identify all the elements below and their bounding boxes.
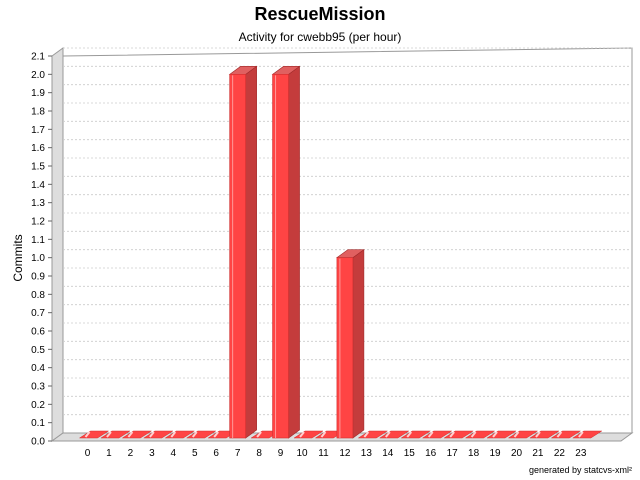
bar-side	[288, 65, 300, 439]
bar-highlight	[385, 431, 391, 438]
y-tick-label: 0.7	[31, 308, 45, 319]
bar-highlight	[556, 431, 563, 438]
bar-highlight	[406, 431, 413, 438]
y-tick-label: 0.0	[31, 437, 45, 448]
bar-highlight	[191, 431, 198, 438]
x-tick-label: 6	[213, 448, 219, 459]
x-tick-label: 2	[128, 448, 134, 459]
y-tick-label: 1.4	[31, 180, 45, 191]
y-tick-label: 0.1	[31, 418, 45, 429]
bar-highlight	[427, 431, 434, 438]
bar-side	[352, 249, 365, 439]
bar-highlight	[106, 431, 112, 438]
bar	[272, 74, 289, 439]
x-tick-label: 9	[278, 448, 284, 459]
x-tick-label: 23	[575, 448, 587, 459]
x-tick-label: 20	[511, 448, 523, 459]
x-tick-label: 17	[447, 448, 459, 459]
bar-highlight	[449, 431, 455, 438]
x-tick-label: 4	[171, 448, 177, 459]
y-tick-label: 2.0	[31, 70, 45, 81]
y-tick-label: 1.5	[31, 162, 45, 173]
x-tick-label: 18	[468, 448, 480, 459]
x-tick-label: 3	[149, 448, 155, 459]
x-tick-label: 12	[339, 448, 351, 459]
y-tick-label: 1.0	[31, 253, 45, 264]
bar-highlight	[578, 431, 584, 438]
bars	[78, 65, 603, 439]
x-tick-label: 19	[489, 448, 501, 459]
left-wall	[51, 47, 64, 442]
y-tick-label: 1.8	[31, 107, 45, 118]
y-tick-label: 1.9	[31, 88, 45, 99]
x-tick-label: 13	[361, 448, 373, 459]
bar-highlight	[84, 431, 91, 438]
y-tick-label: 1.7	[31, 125, 45, 136]
y-tick-label: 1.1	[31, 235, 45, 246]
chart-title: RescueMission	[254, 4, 386, 24]
footer-credit: generated by statcvs-xml²	[528, 465, 632, 475]
y-axis-ticks: 0.0 0.1 0.2 0.3 0.4 0.5 0.6 0.7 0.8 0.9 1.0 1.1 1.2 1…	[31, 52, 52, 448]
y-tick-label: 0.8	[31, 290, 45, 301]
x-tick-label: 1	[106, 448, 112, 459]
chart-subtitle: Activity for cwebb95 (per hour)	[238, 30, 402, 44]
bar-highlight	[320, 431, 327, 438]
y-tick-label: 2.1	[31, 52, 45, 63]
y-tick-label: 0.3	[31, 382, 45, 393]
bar-highlight	[256, 431, 262, 438]
x-tick-label: 15	[404, 448, 416, 459]
y-tick-label: 0.6	[31, 327, 45, 338]
y-tick-label: 0.5	[31, 345, 45, 356]
x-tick-label: 5	[192, 448, 198, 459]
x-tick-label: 10	[296, 448, 308, 459]
x-tick-label: 22	[554, 448, 566, 459]
bar-highlight	[213, 431, 219, 438]
x-tick-label: 0	[85, 448, 91, 459]
y-tick-label: 1.6	[31, 143, 45, 154]
y-tick-label: 0.2	[31, 400, 45, 411]
x-tick-label: 21	[532, 448, 544, 459]
bar-highlight	[170, 431, 177, 438]
bar-highlight	[513, 431, 520, 438]
bar-highlight	[149, 431, 155, 438]
bar-highlight	[127, 431, 134, 438]
x-tick-label: 8	[256, 448, 262, 459]
y-tick-label: 0.9	[31, 272, 45, 283]
x-tick-label: 14	[382, 448, 394, 459]
bar-side	[245, 65, 257, 439]
y-tick-label: 1.3	[31, 198, 45, 209]
bar-highlight	[535, 431, 541, 438]
x-tick-label: 16	[425, 448, 437, 459]
bar-highlight	[492, 431, 498, 438]
x-tick-label: 11	[318, 448, 329, 459]
x-axis-ticks: 0 1 2 3 4 5 6 7 8 9 10 11 12 13 14 15 16 17 18 19 20 21 22 23	[85, 448, 587, 459]
bar	[336, 257, 354, 439]
bar-highlight	[363, 431, 370, 438]
x-tick-label: 7	[235, 448, 241, 459]
y-tick-label: 1.2	[31, 217, 45, 228]
bar-highlight	[470, 431, 477, 438]
bar	[229, 74, 246, 439]
bar-highlight	[299, 431, 305, 438]
y-tick-label: 0.4	[31, 363, 45, 374]
